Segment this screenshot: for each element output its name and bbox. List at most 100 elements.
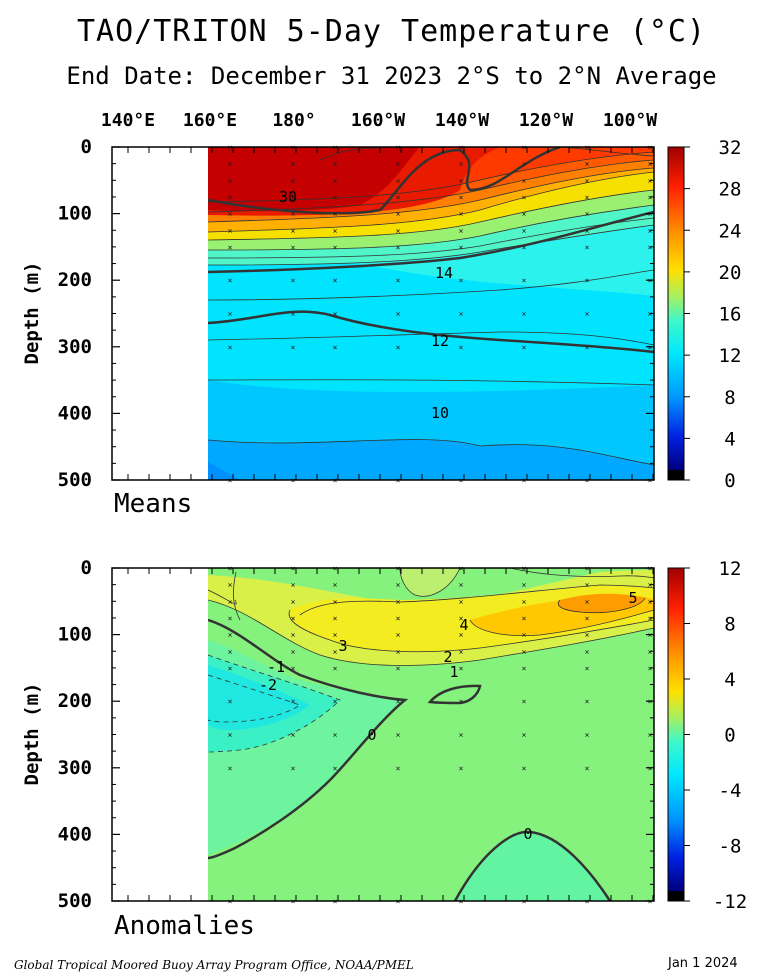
sample-marker: × bbox=[522, 176, 527, 185]
sample-marker: × bbox=[396, 210, 401, 219]
sample-marker: × bbox=[396, 176, 401, 185]
anomalies-contour-label: 3 bbox=[338, 637, 347, 655]
means-contour-label: 10 bbox=[431, 404, 449, 422]
sample-marker: × bbox=[291, 276, 296, 285]
longitude-tick-label: 160°W bbox=[351, 110, 405, 131]
sample-marker: × bbox=[396, 310, 401, 319]
sample-marker: × bbox=[585, 731, 590, 740]
sample-marker: × bbox=[585, 226, 590, 235]
colorbar-tick-label: 28 bbox=[719, 179, 742, 201]
chart-title: TAO/TRITON 5-Day Temperature (°C) bbox=[76, 14, 707, 49]
anomalies-contour-label: 0 bbox=[367, 726, 376, 744]
sample-marker: × bbox=[396, 193, 401, 202]
footer-credit: Global Tropical Moored Buoy Array Progra… bbox=[14, 958, 414, 972]
anomalies-colorbar bbox=[667, 567, 685, 902]
colorbar-tick-label: -4 bbox=[719, 780, 742, 802]
sample-marker: × bbox=[396, 664, 401, 673]
colorbar-tick-label: 8 bbox=[724, 614, 735, 636]
sample-marker: × bbox=[522, 210, 527, 219]
sample-marker: × bbox=[291, 664, 296, 673]
sample-marker: × bbox=[228, 343, 233, 352]
sample-marker: × bbox=[228, 631, 233, 640]
sample-marker: × bbox=[228, 697, 233, 706]
sample-marker: × bbox=[585, 210, 590, 219]
sample-marker: × bbox=[459, 597, 464, 606]
sample-marker: × bbox=[522, 664, 527, 673]
sample-marker: × bbox=[585, 764, 590, 773]
anomalies-contour-label: 2 bbox=[443, 648, 452, 666]
sample-marker: × bbox=[459, 697, 464, 706]
sample-marker: × bbox=[333, 176, 338, 185]
means-panel: 30 14 12 10 × × × × × × × × × × × × × × × × × × × × × × × × × × × ×… bbox=[21, 136, 742, 519]
colorbar-tick-label: 0 bbox=[724, 470, 735, 492]
longitude-tick-label: 140°W bbox=[435, 110, 489, 131]
colorbar-tick-label: 24 bbox=[719, 220, 742, 242]
sample-marker: × bbox=[459, 210, 464, 219]
colorbar-tick-label: 12 bbox=[719, 345, 742, 367]
sample-marker: × bbox=[333, 614, 338, 623]
sample-marker: × bbox=[585, 697, 590, 706]
sample-marker: × bbox=[522, 343, 527, 352]
depth-tick-label: 300 bbox=[58, 757, 92, 779]
sample-marker: × bbox=[333, 764, 338, 773]
sample-marker: × bbox=[333, 310, 338, 319]
colorbar-tick-label: 4 bbox=[724, 428, 735, 450]
sample-marker: × bbox=[522, 647, 527, 656]
anomalies-contour-label: 4 bbox=[459, 616, 468, 634]
sample-marker: × bbox=[459, 343, 464, 352]
sample-marker: × bbox=[459, 160, 464, 169]
means-major-contours bbox=[208, 147, 654, 354]
sample-marker: × bbox=[396, 647, 401, 656]
sample-marker: × bbox=[459, 614, 464, 623]
means-contour-label: 14 bbox=[435, 264, 453, 282]
sample-marker: × bbox=[459, 176, 464, 185]
depth-tick-label: 0 bbox=[81, 557, 92, 579]
sample-marker: × bbox=[291, 697, 296, 706]
anomalies-contour-labels: 5 4 3 2 1 -1 -2 0 0 bbox=[259, 589, 638, 843]
sample-marker: × bbox=[333, 731, 338, 740]
means-panel-label: Means bbox=[114, 489, 192, 519]
sample-marker: × bbox=[522, 764, 527, 773]
sample-marker: × bbox=[585, 193, 590, 202]
depth-tick-label: 500 bbox=[58, 469, 92, 491]
sample-marker: × bbox=[228, 647, 233, 656]
depth-tick-label: 400 bbox=[58, 823, 92, 845]
sample-marker: × bbox=[522, 631, 527, 640]
longitude-tick-label: 120°W bbox=[519, 110, 573, 131]
sample-marker: × bbox=[333, 160, 338, 169]
depth-tick-label: 0 bbox=[81, 136, 92, 158]
sample-marker: × bbox=[585, 647, 590, 656]
sample-marker: × bbox=[585, 160, 590, 169]
sample-marker: × bbox=[228, 664, 233, 673]
sample-marker: × bbox=[333, 664, 338, 673]
sample-marker: × bbox=[333, 243, 338, 252]
sample-marker: × bbox=[522, 243, 527, 252]
depth-tick-label: 200 bbox=[58, 690, 92, 712]
sample-marker: × bbox=[228, 764, 233, 773]
sample-marker: × bbox=[459, 310, 464, 319]
sample-marker: × bbox=[291, 631, 296, 640]
sample-marker: × bbox=[291, 731, 296, 740]
sample-marker: × bbox=[585, 176, 590, 185]
sample-marker: × bbox=[228, 276, 233, 285]
sample-marker: × bbox=[585, 243, 590, 252]
longitude-tick-labels: 140°E 160°E 180° 160°W 140°W 120°W 100°W bbox=[101, 110, 657, 131]
sample-marker: × bbox=[291, 581, 296, 590]
sample-marker: × bbox=[459, 631, 464, 640]
sample-marker: × bbox=[522, 581, 527, 590]
longitude-tick-label: 100°W bbox=[603, 110, 657, 131]
sample-marker: × bbox=[228, 210, 233, 219]
longitude-tick-label: 180° bbox=[272, 110, 315, 131]
sample-marker: × bbox=[459, 193, 464, 202]
sample-marker: × bbox=[396, 160, 401, 169]
longitude-tick-label: 160°E bbox=[183, 110, 237, 131]
sample-marker: × bbox=[522, 226, 527, 235]
sample-marker: × bbox=[291, 210, 296, 219]
sample-marker: × bbox=[459, 581, 464, 590]
sample-marker: × bbox=[333, 697, 338, 706]
sample-marker: × bbox=[333, 631, 338, 640]
colorbar-tick-label: 4 bbox=[724, 669, 735, 691]
anomalies-contour-label: 5 bbox=[628, 589, 637, 607]
